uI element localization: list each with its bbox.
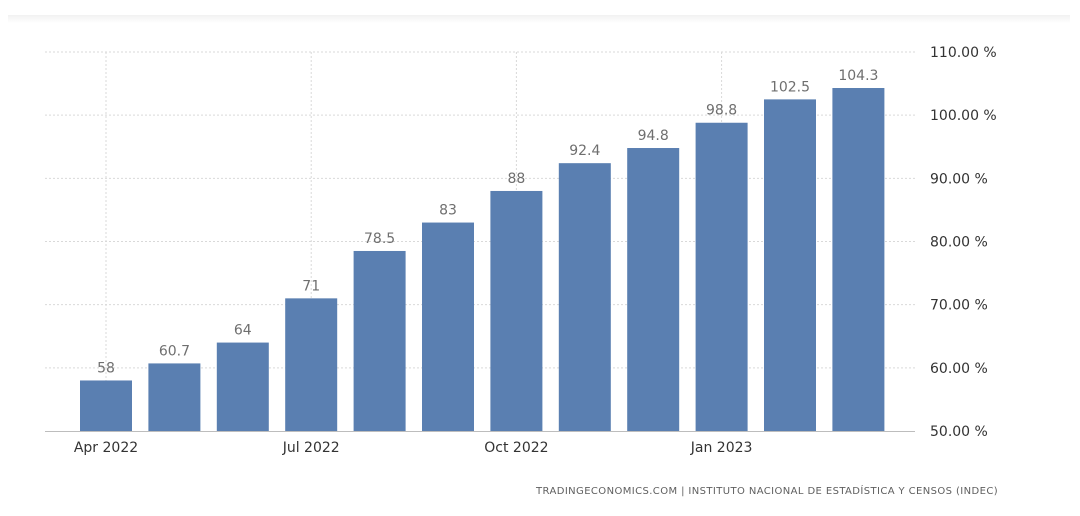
- data-label-2: 64: [234, 323, 252, 339]
- y-tick-label-4: 90.00 %: [930, 171, 988, 187]
- bar-0: [80, 380, 132, 431]
- source-attribution: TRADINGECONOMICS.COM | INSTITUTO NACIONA…: [536, 486, 998, 497]
- data-label-1: 60.7: [159, 343, 190, 359]
- bar-2: [216, 342, 269, 431]
- x-tick-label-3: Jan 2023: [690, 440, 753, 456]
- data-label-9: 98.8: [706, 103, 737, 119]
- data-label-11: 104.3: [838, 68, 878, 84]
- data-label-0: 58: [97, 360, 115, 376]
- data-label-4: 78.5: [364, 231, 395, 247]
- y-tick-label-1: 60.00 %: [930, 361, 988, 377]
- y-tick-label-0: 50.00 %: [930, 424, 988, 440]
- data-label-7: 92.4: [569, 143, 600, 159]
- bar-7: [558, 163, 611, 431]
- y-tick-label-2: 70.00 %: [930, 298, 988, 314]
- y-tick-label-5: 100.00 %: [930, 108, 997, 124]
- data-label-5: 83: [439, 203, 457, 219]
- data-label-6: 88: [507, 171, 525, 187]
- bar-3: [285, 298, 338, 431]
- bar-8: [627, 148, 680, 431]
- y-tick-label-6: 110.00 %: [930, 45, 997, 61]
- bar-5: [422, 222, 474, 431]
- x-tick-label-0: Apr 2022: [74, 440, 138, 456]
- bar-9: [695, 122, 748, 431]
- bar-1: [148, 363, 201, 431]
- data-label-8: 94.8: [638, 128, 669, 144]
- y-tick-label-3: 80.00 %: [930, 235, 988, 251]
- data-label-3: 71: [302, 278, 320, 294]
- bar-6: [490, 190, 543, 431]
- x-tick-label-1: Jul 2022: [282, 440, 340, 456]
- top-divider: [8, 15, 1070, 23]
- x-tick-label-2: Oct 2022: [484, 440, 548, 456]
- bar-4: [353, 250, 406, 431]
- bar-11: [832, 88, 885, 431]
- bar-10: [764, 99, 816, 431]
- data-label-10: 102.5: [770, 79, 810, 95]
